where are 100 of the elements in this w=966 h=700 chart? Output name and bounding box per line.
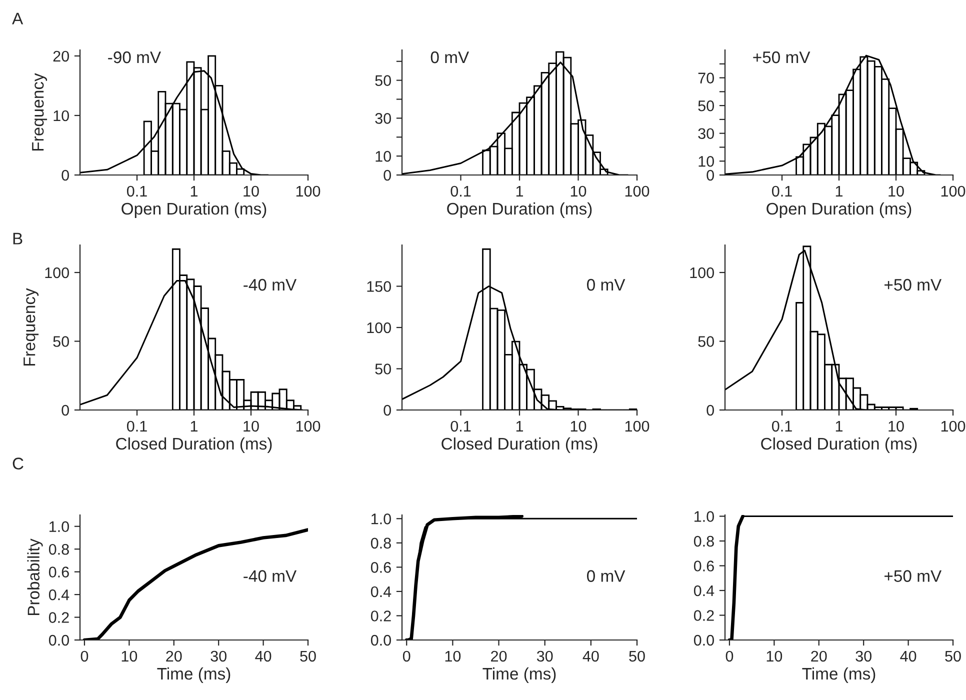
x-tick-label: 40 bbox=[900, 650, 916, 662]
y-tick-label: 0 bbox=[62, 170, 69, 181]
x-tick-label: 100 bbox=[296, 420, 320, 432]
x-tick-label: 10 bbox=[570, 186, 586, 197]
x-tick-label: 0.1 bbox=[450, 186, 471, 197]
y-tick-label: 1.0 bbox=[372, 514, 391, 524]
y-tick-label: 0.2 bbox=[694, 610, 714, 621]
y-tick-label: 50 bbox=[375, 75, 391, 86]
x-axis-title: Time (ms) bbox=[157, 667, 230, 683]
x-tick-label: 100 bbox=[941, 186, 966, 197]
y-tick-label: 1.0 bbox=[694, 511, 714, 522]
y-tick-label: 0.8 bbox=[370, 538, 391, 549]
y-tick-label: 0.0 bbox=[370, 634, 391, 646]
x-tick-label: 20 bbox=[491, 650, 507, 662]
x-axis-title: Open Duration (ms) bbox=[122, 202, 266, 218]
y-tick-label: 100 bbox=[690, 267, 714, 278]
y-tick-label: 0.8 bbox=[48, 544, 69, 555]
x-tick-label: 20 bbox=[811, 650, 827, 662]
text: +50 mV bbox=[884, 570, 942, 582]
y-tick-label: 0.4 bbox=[48, 589, 70, 600]
x-tick-label: 0 bbox=[402, 650, 410, 662]
text: 0 mV bbox=[587, 570, 626, 582]
x-tick-label: 10 bbox=[766, 650, 782, 662]
y-tick-label: 30 bbox=[698, 128, 714, 140]
y-tick-label: 100 bbox=[367, 322, 391, 334]
y-tick-label: 70 bbox=[698, 72, 714, 84]
text: A bbox=[12, 12, 24, 24]
x-tick-label: 10 bbox=[445, 650, 461, 662]
x-tick-label: 100 bbox=[625, 186, 650, 197]
x-tick-label: 10 bbox=[122, 650, 138, 662]
x-axis-title: Open Duration (ms) bbox=[447, 202, 592, 218]
text: B bbox=[13, 232, 22, 244]
x-tick-label: 30 bbox=[536, 650, 553, 662]
y-tick-label: 100 bbox=[45, 267, 69, 278]
y-tick-label: 0 bbox=[706, 404, 714, 416]
x-axis-title: Closed Duration (ms) bbox=[116, 437, 272, 453]
text: C bbox=[12, 458, 24, 470]
y-tick-label: 0.2 bbox=[48, 612, 69, 623]
x-tick-label: 0.1 bbox=[126, 420, 147, 432]
y-tick-label: 0.4 bbox=[694, 585, 714, 596]
y-tick-label: 150 bbox=[367, 281, 391, 292]
x-tick-label: 100 bbox=[625, 420, 650, 432]
x-tick-label: 0.1 bbox=[450, 420, 471, 432]
x-tick-label: 10 bbox=[888, 186, 904, 197]
x-tick-label: 50 bbox=[629, 650, 645, 662]
text: -40 mV bbox=[244, 278, 297, 291]
y-tick-label: 30 bbox=[375, 113, 391, 124]
y-tick-label: 1.0 bbox=[50, 521, 69, 532]
y-axis-title: Frequency bbox=[32, 73, 48, 150]
x-tick-label: 100 bbox=[941, 420, 966, 432]
x-tick-label: 1 bbox=[836, 186, 843, 196]
x-tick-label: 20 bbox=[166, 650, 182, 662]
x-axis-title: Closed Duration (ms) bbox=[442, 437, 598, 453]
x-tick-label: 40 bbox=[582, 650, 599, 662]
chart-title: -90 mV bbox=[108, 51, 162, 64]
y-tick-label: 10 bbox=[698, 156, 714, 167]
x-axis-title: Time (ms) bbox=[482, 667, 556, 683]
x-tick-label: 50 bbox=[300, 650, 316, 662]
y-tick-label: 10 bbox=[376, 150, 391, 162]
x-tick-label: 1 bbox=[190, 420, 198, 432]
text: +50 mV bbox=[884, 278, 942, 291]
y-tick-label: 0.6 bbox=[48, 566, 69, 578]
x-tick-label: 0.1 bbox=[772, 420, 792, 432]
chart-title: 0 mV bbox=[430, 51, 470, 64]
y-axis-title: Probability bbox=[27, 538, 43, 616]
y-tick-label: 0.6 bbox=[370, 562, 391, 573]
x-tick-label: 0.1 bbox=[772, 186, 792, 197]
y-tick-label: 50 bbox=[53, 336, 69, 347]
x-tick-label: 1 bbox=[516, 186, 524, 196]
x-tick-label: 10 bbox=[244, 186, 259, 197]
x-tick-label: 10 bbox=[888, 420, 904, 432]
y-tick-label: 0.2 bbox=[370, 610, 391, 622]
x-tick-label: 50 bbox=[945, 650, 961, 662]
y-tick-label: 20 bbox=[53, 50, 69, 62]
x-tick-label: 30 bbox=[210, 650, 226, 662]
x-axis-title: Time (ms) bbox=[802, 667, 876, 683]
x-tick-label: 1 bbox=[836, 420, 843, 432]
x-tick-label: 40 bbox=[255, 650, 272, 662]
x-axis-title: Open Duration (ms) bbox=[766, 202, 912, 218]
x-tick-label: 0 bbox=[80, 650, 88, 662]
y-tick-label: 50 bbox=[375, 364, 391, 374]
x-tick-label: 100 bbox=[296, 186, 320, 197]
y-tick-label: 0.4 bbox=[370, 586, 392, 598]
x-axis-title: Closed Duration (ms) bbox=[761, 437, 917, 453]
x-tick-label: 10 bbox=[570, 420, 586, 432]
x-tick-label: 0.1 bbox=[126, 186, 147, 197]
x-tick-label: 1 bbox=[516, 420, 524, 432]
y-tick-label: 0.0 bbox=[694, 634, 714, 646]
y-tick-label: 0.0 bbox=[48, 634, 69, 646]
y-tick-label: 0 bbox=[62, 404, 69, 416]
chart-title: +50 mV bbox=[753, 51, 810, 64]
y-tick-label: 50 bbox=[698, 100, 714, 112]
y-tick-label: 50 bbox=[698, 336, 714, 347]
x-tick-label: 1 bbox=[190, 186, 198, 196]
x-tick-label: 10 bbox=[244, 420, 259, 432]
text: -40 mV bbox=[244, 570, 297, 582]
y-tick-label: 10 bbox=[54, 110, 69, 122]
y-tick-label: 0.8 bbox=[694, 536, 714, 547]
text: 0 mV bbox=[587, 278, 626, 291]
y-tick-label: 0 bbox=[706, 170, 714, 181]
